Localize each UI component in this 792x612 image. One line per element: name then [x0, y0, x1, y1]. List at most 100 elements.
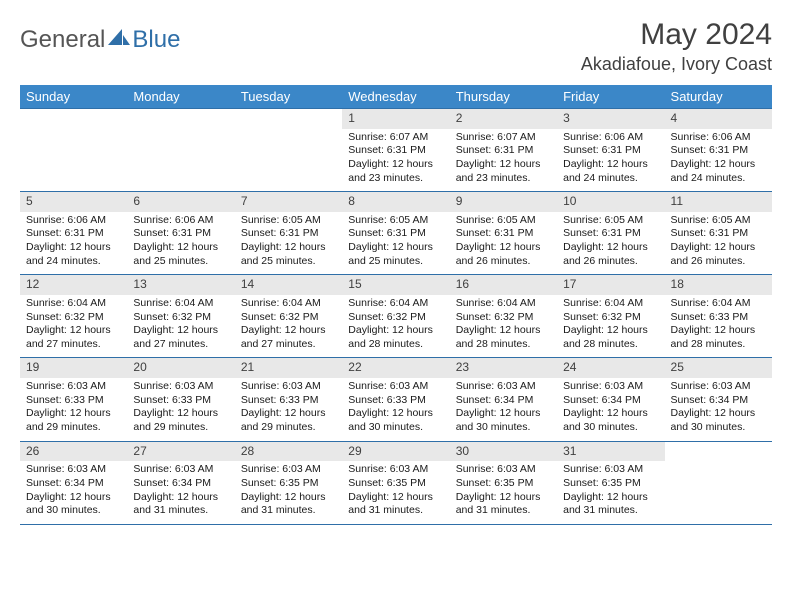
logo-text-blue: Blue: [132, 26, 180, 54]
day-number: 12: [20, 275, 127, 295]
calendar-cell: 2Sunrise: 6:07 AMSunset: 6:31 PMDaylight…: [450, 109, 557, 192]
day-details: Sunrise: 6:04 AMSunset: 6:32 PMDaylight:…: [20, 295, 127, 358]
logo-sail-icon: [108, 29, 130, 47]
day-details: Sunrise: 6:03 AMSunset: 6:33 PMDaylight:…: [20, 378, 127, 441]
weekday-header: Tuesday: [235, 85, 342, 109]
calendar-cell: 10Sunrise: 6:05 AMSunset: 6:31 PMDayligh…: [557, 192, 664, 275]
day-details: Sunrise: 6:05 AMSunset: 6:31 PMDaylight:…: [450, 212, 557, 275]
day-details: Sunrise: 6:04 AMSunset: 6:32 PMDaylight:…: [235, 295, 342, 358]
day-number: 13: [127, 275, 234, 295]
day-details: Sunrise: 6:05 AMSunset: 6:31 PMDaylight:…: [235, 212, 342, 275]
day-number: 25: [665, 358, 772, 378]
day-details: Sunrise: 6:06 AMSunset: 6:31 PMDaylight:…: [127, 212, 234, 275]
calendar-cell: 8Sunrise: 6:05 AMSunset: 6:31 PMDaylight…: [342, 192, 449, 275]
day-details: Sunrise: 6:04 AMSunset: 6:32 PMDaylight:…: [557, 295, 664, 358]
calendar-cell: 25Sunrise: 6:03 AMSunset: 6:34 PMDayligh…: [665, 358, 772, 441]
calendar-grid: SundayMondayTuesdayWednesdayThursdayFrid…: [20, 85, 772, 525]
calendar-cell: 28Sunrise: 6:03 AMSunset: 6:35 PMDayligh…: [235, 441, 342, 524]
day-details: Sunrise: 6:04 AMSunset: 6:33 PMDaylight:…: [665, 295, 772, 358]
title-block: May 2024 Akadiafoue, Ivory Coast: [581, 18, 772, 75]
day-details: Sunrise: 6:05 AMSunset: 6:31 PMDaylight:…: [342, 212, 449, 275]
header: General Blue May 2024 Akadiafoue, Ivory …: [20, 18, 772, 75]
day-details: Sunrise: 6:04 AMSunset: 6:32 PMDaylight:…: [127, 295, 234, 358]
day-details: Sunrise: 6:03 AMSunset: 6:33 PMDaylight:…: [235, 378, 342, 441]
calendar-head: SundayMondayTuesdayWednesdayThursdayFrid…: [20, 85, 772, 109]
calendar-cell: 11Sunrise: 6:05 AMSunset: 6:31 PMDayligh…: [665, 192, 772, 275]
day-details: Sunrise: 6:03 AMSunset: 6:34 PMDaylight:…: [557, 378, 664, 441]
day-number: 24: [557, 358, 664, 378]
day-number: 11: [665, 192, 772, 212]
calendar-cell: 1Sunrise: 6:07 AMSunset: 6:31 PMDaylight…: [342, 109, 449, 192]
weekday-header: Sunday: [20, 85, 127, 109]
calendar-cell: 22Sunrise: 6:03 AMSunset: 6:33 PMDayligh…: [342, 358, 449, 441]
calendar-cell: 29Sunrise: 6:03 AMSunset: 6:35 PMDayligh…: [342, 441, 449, 524]
day-number: 23: [450, 358, 557, 378]
location: Akadiafoue, Ivory Coast: [581, 54, 772, 75]
calendar-row: 12Sunrise: 6:04 AMSunset: 6:32 PMDayligh…: [20, 275, 772, 358]
calendar-row: 5Sunrise: 6:06 AMSunset: 6:31 PMDaylight…: [20, 192, 772, 275]
calendar-cell: 15Sunrise: 6:04 AMSunset: 6:32 PMDayligh…: [342, 275, 449, 358]
calendar-cell: 7Sunrise: 6:05 AMSunset: 6:31 PMDaylight…: [235, 192, 342, 275]
day-details: Sunrise: 6:03 AMSunset: 6:35 PMDaylight:…: [235, 461, 342, 524]
day-details: Sunrise: 6:04 AMSunset: 6:32 PMDaylight:…: [450, 295, 557, 358]
day-details: Sunrise: 6:03 AMSunset: 6:34 PMDaylight:…: [20, 461, 127, 524]
day-details: Sunrise: 6:03 AMSunset: 6:33 PMDaylight:…: [127, 378, 234, 441]
day-number: 3: [557, 109, 664, 129]
day-number: 21: [235, 358, 342, 378]
day-details: Sunrise: 6:03 AMSunset: 6:35 PMDaylight:…: [342, 461, 449, 524]
day-number: 9: [450, 192, 557, 212]
calendar-row: 26Sunrise: 6:03 AMSunset: 6:34 PMDayligh…: [20, 441, 772, 524]
day-number: 20: [127, 358, 234, 378]
day-details: Sunrise: 6:03 AMSunset: 6:35 PMDaylight:…: [450, 461, 557, 524]
weekday-header: Saturday: [665, 85, 772, 109]
day-number: 4: [665, 109, 772, 129]
calendar-cell: 17Sunrise: 6:04 AMSunset: 6:32 PMDayligh…: [557, 275, 664, 358]
day-details: Sunrise: 6:06 AMSunset: 6:31 PMDaylight:…: [20, 212, 127, 275]
calendar-cell: 16Sunrise: 6:04 AMSunset: 6:32 PMDayligh…: [450, 275, 557, 358]
calendar-cell: 3Sunrise: 6:06 AMSunset: 6:31 PMDaylight…: [557, 109, 664, 192]
day-details: Sunrise: 6:05 AMSunset: 6:31 PMDaylight:…: [665, 212, 772, 275]
day-details: Sunrise: 6:06 AMSunset: 6:31 PMDaylight:…: [557, 129, 664, 192]
day-number: 19: [20, 358, 127, 378]
calendar-cell: 23Sunrise: 6:03 AMSunset: 6:34 PMDayligh…: [450, 358, 557, 441]
day-number: 26: [20, 442, 127, 462]
day-number: 17: [557, 275, 664, 295]
day-number: 31: [557, 442, 664, 462]
day-number: 28: [235, 442, 342, 462]
day-details: Sunrise: 6:07 AMSunset: 6:31 PMDaylight:…: [450, 129, 557, 192]
day-details: Sunrise: 6:07 AMSunset: 6:31 PMDaylight:…: [342, 129, 449, 192]
day-number: 16: [450, 275, 557, 295]
calendar-cell: 26Sunrise: 6:03 AMSunset: 6:34 PMDayligh…: [20, 441, 127, 524]
calendar-cell: 19Sunrise: 6:03 AMSunset: 6:33 PMDayligh…: [20, 358, 127, 441]
calendar-cell: 18Sunrise: 6:04 AMSunset: 6:33 PMDayligh…: [665, 275, 772, 358]
day-number: 30: [450, 442, 557, 462]
calendar-cell: 24Sunrise: 6:03 AMSunset: 6:34 PMDayligh…: [557, 358, 664, 441]
day-details: Sunrise: 6:03 AMSunset: 6:34 PMDaylight:…: [127, 461, 234, 524]
weekday-header: Thursday: [450, 85, 557, 109]
day-number: 15: [342, 275, 449, 295]
day-number: 2: [450, 109, 557, 129]
day-details: Sunrise: 6:03 AMSunset: 6:35 PMDaylight:…: [557, 461, 664, 524]
calendar-cell: 12Sunrise: 6:04 AMSunset: 6:32 PMDayligh…: [20, 275, 127, 358]
calendar-cell: 20Sunrise: 6:03 AMSunset: 6:33 PMDayligh…: [127, 358, 234, 441]
day-number: 5: [20, 192, 127, 212]
calendar-cell: 6Sunrise: 6:06 AMSunset: 6:31 PMDaylight…: [127, 192, 234, 275]
day-number: 7: [235, 192, 342, 212]
month-title: May 2024: [581, 18, 772, 52]
calendar-cell: 30Sunrise: 6:03 AMSunset: 6:35 PMDayligh…: [450, 441, 557, 524]
calendar-cell: 21Sunrise: 6:03 AMSunset: 6:33 PMDayligh…: [235, 358, 342, 441]
calendar-cell: 27Sunrise: 6:03 AMSunset: 6:34 PMDayligh…: [127, 441, 234, 524]
day-number: 1: [342, 109, 449, 129]
logo-text-general: General: [20, 26, 105, 54]
day-details: Sunrise: 6:05 AMSunset: 6:31 PMDaylight:…: [557, 212, 664, 275]
weekday-header: Monday: [127, 85, 234, 109]
day-number: 10: [557, 192, 664, 212]
calendar-cell: 4Sunrise: 6:06 AMSunset: 6:31 PMDaylight…: [665, 109, 772, 192]
weekday-header: Wednesday: [342, 85, 449, 109]
day-details: Sunrise: 6:04 AMSunset: 6:32 PMDaylight:…: [342, 295, 449, 358]
calendar-body: 1Sunrise: 6:07 AMSunset: 6:31 PMDaylight…: [20, 109, 772, 525]
calendar-cell: 9Sunrise: 6:05 AMSunset: 6:31 PMDaylight…: [450, 192, 557, 275]
calendar-cell: 13Sunrise: 6:04 AMSunset: 6:32 PMDayligh…: [127, 275, 234, 358]
day-number: 18: [665, 275, 772, 295]
calendar-row: 1Sunrise: 6:07 AMSunset: 6:31 PMDaylight…: [20, 109, 772, 192]
